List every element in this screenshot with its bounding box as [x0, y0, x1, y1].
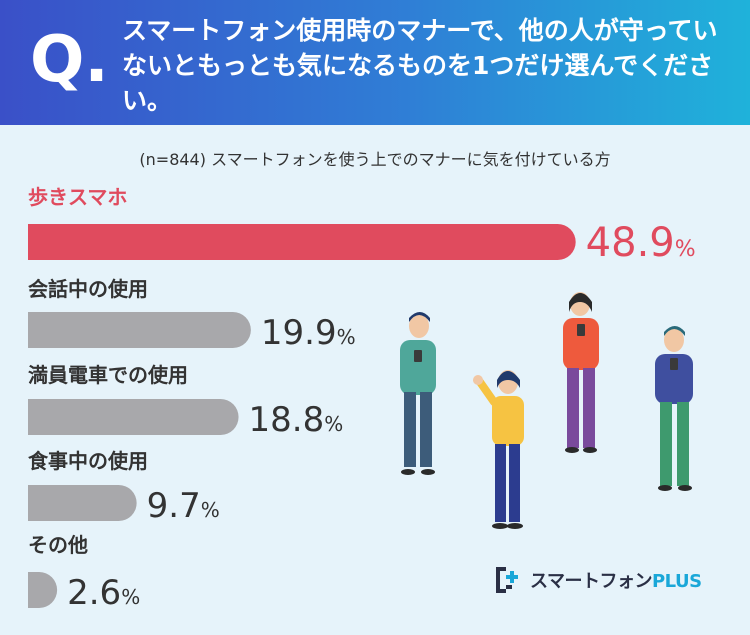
category-label: 食事中の使用 — [28, 449, 148, 473]
person-red-icon — [563, 292, 599, 453]
brand-logo: スマートフォンPLUS — [492, 565, 702, 595]
bar — [28, 485, 137, 521]
value-label: 9.7% — [147, 486, 220, 526]
brand-mark-icon — [496, 567, 518, 593]
chart-subtitle: (n=844) スマートフォンを使う上でのマナーに気を付けている方 — [139, 150, 611, 169]
people-illustration — [400, 292, 693, 529]
category-label: 会話中の使用 — [28, 277, 148, 301]
brand-name: スマートフォンPLUS — [530, 571, 702, 592]
bar — [28, 399, 239, 435]
bar — [28, 312, 251, 348]
bar — [28, 572, 58, 608]
person-navy-icon — [655, 326, 693, 491]
question-header: Q. スマートフォン使用時のマナーで、他の人が守っていないともっとも気になるもの… — [0, 0, 750, 125]
value-label: 48.9% — [586, 220, 696, 266]
category-label: その他 — [28, 533, 88, 557]
person-yellow-icon — [473, 370, 524, 529]
question-text: スマートフォン使用時のマナーで、他の人が守っていないともっとも気になるものを1つ… — [122, 16, 718, 115]
bar — [28, 224, 576, 260]
person-teal-icon — [400, 312, 436, 475]
value-label: 19.9% — [261, 313, 356, 353]
category-label: 満員電車での使用 — [28, 363, 188, 387]
category-label: 歩きスマホ — [28, 185, 127, 209]
value-label: 18.8% — [249, 400, 344, 440]
value-label: 2.6% — [67, 573, 140, 613]
q-label: Q. — [30, 23, 109, 97]
